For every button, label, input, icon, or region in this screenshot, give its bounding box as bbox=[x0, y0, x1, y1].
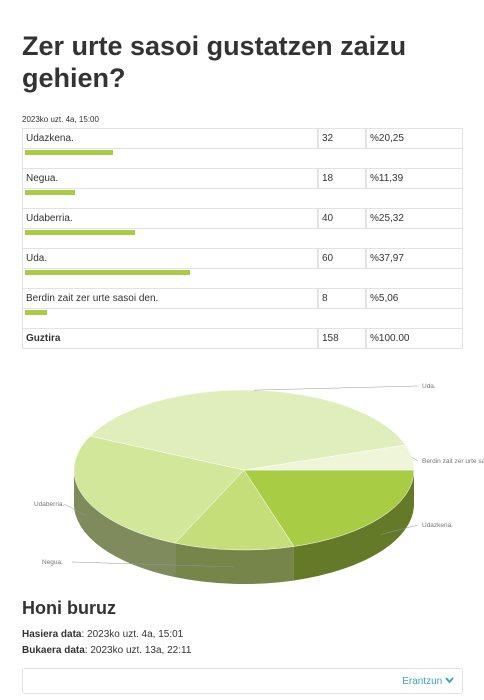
pie-side bbox=[175, 543, 294, 584]
pie-label: Udazkena. bbox=[422, 522, 453, 529]
row-label: Berdin zait zer urte sasoi den. bbox=[22, 288, 318, 309]
end-label: Bukaera data bbox=[22, 645, 85, 656]
start-label: Hasiera data bbox=[22, 629, 82, 640]
row-count: 158 bbox=[318, 328, 366, 349]
pie-slice bbox=[174, 469, 295, 551]
row-count: 40 bbox=[318, 208, 366, 229]
row-percent: %5,06 bbox=[366, 288, 463, 309]
row-percent: %25,32 bbox=[366, 208, 463, 229]
title: Zer urte sasoi gustatzen zaizu gehien? bbox=[22, 31, 407, 93]
pie-label: Negua. bbox=[42, 559, 63, 566]
about-title: Honi buruz bbox=[22, 598, 116, 618]
pie-slice bbox=[243, 469, 415, 547]
pie-label: Udaberria. bbox=[34, 501, 65, 508]
bar-cell bbox=[22, 188, 463, 209]
row-label: Guztira bbox=[22, 328, 318, 349]
answer-button[interactable]: Erantzun bbox=[402, 676, 454, 687]
pie-label: Berdin zait zer urte sasoi den. bbox=[422, 458, 484, 465]
percent-bar bbox=[25, 270, 191, 275]
row-count: 18 bbox=[318, 168, 366, 189]
leader-line bbox=[254, 385, 419, 391]
footer-box: Erantzun bbox=[22, 668, 463, 694]
percent-bar bbox=[25, 230, 136, 235]
pie-label: Uda. bbox=[422, 383, 436, 390]
start-value: 2023ko uzt. 4a, 15:01 bbox=[87, 629, 184, 640]
row-percent: %100.00 bbox=[366, 328, 463, 349]
pie-slice bbox=[243, 444, 415, 471]
row-percent: %37,97 bbox=[366, 248, 463, 269]
row-label: Uda. bbox=[22, 248, 318, 269]
percent-bar bbox=[25, 150, 114, 155]
pie-side bbox=[293, 470, 414, 581]
date: 2023ko uzt. 4a, 15:00 bbox=[22, 115, 99, 124]
row-count: 60 bbox=[318, 248, 366, 269]
chevron-icon bbox=[445, 677, 454, 684]
end-value: 2023ko uzt. 13a, 22:11 bbox=[90, 645, 192, 656]
leader-line bbox=[380, 524, 419, 535]
row-label: Udazkena. bbox=[22, 128, 318, 149]
end-date: Bukaera data: 2023ko uzt. 13a, 22:11 bbox=[22, 645, 192, 656]
leader-line bbox=[411, 457, 419, 462]
leader-line bbox=[63, 503, 85, 516]
row-count: 32 bbox=[318, 128, 366, 149]
row-percent: %20,25 bbox=[366, 128, 463, 149]
row-label: Negua. bbox=[22, 168, 318, 189]
bar-cell bbox=[22, 308, 463, 329]
leader-line bbox=[71, 561, 234, 568]
row-label: Udaberria. bbox=[22, 208, 318, 229]
percent-bar bbox=[25, 190, 75, 195]
pie-slice bbox=[89, 389, 406, 471]
row-percent: %11,39 bbox=[366, 168, 463, 189]
row-count: 8 bbox=[318, 288, 366, 309]
answer-label: Erantzun bbox=[402, 676, 443, 687]
pie-side bbox=[74, 470, 176, 578]
pie-slice bbox=[73, 435, 245, 544]
pie-chart: Udazkena. Negua. Udaberria. Uda. Berdin zait… bbox=[34, 383, 484, 584]
start-date: Hasiera data: 2023ko uzt. 4a, 15:01 bbox=[22, 629, 184, 640]
percent-bar bbox=[25, 310, 47, 315]
